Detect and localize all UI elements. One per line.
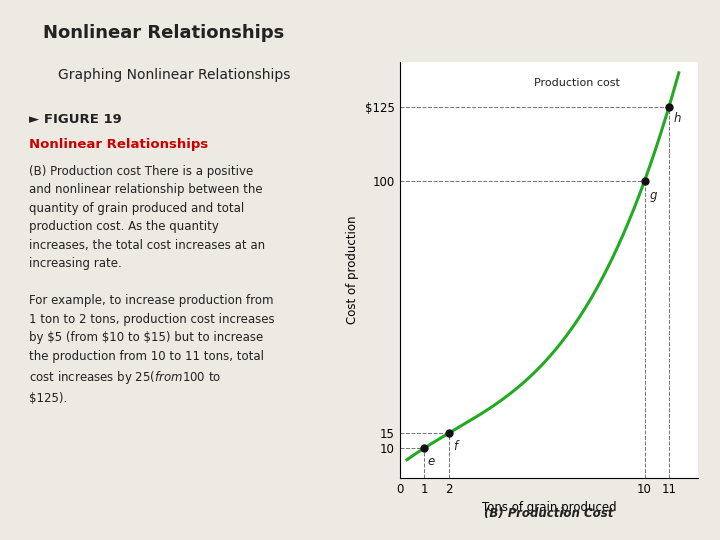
Y-axis label: Cost of production: Cost of production <box>346 216 359 324</box>
X-axis label: Tons of grain produced: Tons of grain produced <box>482 501 616 514</box>
Text: For example, to increase production from
1 ton to 2 tons, production cost increa: For example, to increase production from… <box>29 294 274 405</box>
Text: h: h <box>674 111 681 125</box>
Text: f: f <box>453 440 457 453</box>
Text: (B) Production Cost: (B) Production Cost <box>484 507 613 521</box>
Text: Graphing Nonlinear Relationships: Graphing Nonlinear Relationships <box>58 68 290 82</box>
Text: Nonlinear Relationships: Nonlinear Relationships <box>43 24 284 42</box>
Text: (B) Production cost There is a positive
and nonlinear relationship between the
q: (B) Production cost There is a positive … <box>29 165 265 270</box>
Text: e: e <box>428 455 435 468</box>
Text: ► FIGURE 19: ► FIGURE 19 <box>29 113 122 126</box>
Text: Production cost: Production cost <box>534 78 620 88</box>
Text: g: g <box>649 188 657 202</box>
Text: Nonlinear Relationships: Nonlinear Relationships <box>29 138 208 151</box>
